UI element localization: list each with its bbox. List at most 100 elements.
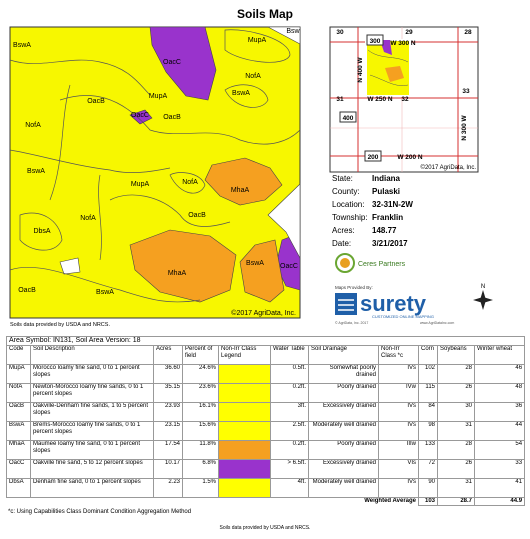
weighted-label: Weighted Average xyxy=(364,498,416,504)
field-info: State: Indiana County: Pulaski Location: 32-3… xyxy=(332,174,413,248)
cell: Brems-Morocco loamy fine sands, 0 to 1 p… xyxy=(30,421,154,441)
info-label: Date: xyxy=(332,239,351,248)
cell: 6.8% xyxy=(182,459,219,479)
soil-label: MhaA xyxy=(231,187,250,194)
cell: IVw xyxy=(378,383,419,403)
logo-ring xyxy=(335,253,355,273)
info-label: State: xyxy=(332,174,353,183)
agridata-url: www.AgriDataInc.com xyxy=(420,321,454,325)
soil-label: OacB xyxy=(188,212,206,219)
inset-boundary xyxy=(367,49,409,86)
ceres-name: Ceres Partners xyxy=(358,261,406,268)
legend-swatch xyxy=(218,421,271,441)
cell: IVs xyxy=(378,364,419,384)
legend-swatch xyxy=(218,383,271,403)
inset-label: W 250 N xyxy=(367,96,393,103)
cell: 46 xyxy=(473,364,526,384)
cell: Excessively drained xyxy=(308,402,379,422)
compass-north: N xyxy=(481,284,485,290)
legend-swatch xyxy=(218,459,271,479)
boundary xyxy=(98,174,102,261)
soil-label: BswA xyxy=(13,42,31,49)
cell: 31 xyxy=(437,478,475,498)
header-row: Code Soil Description Acres Percent of fiel… xyxy=(6,345,526,365)
map-source: Soils data provided by USDA and NRCS. xyxy=(10,322,110,328)
legend-swatch xyxy=(218,402,271,422)
cell: > 6.5ft. xyxy=(270,459,309,479)
inset-soil xyxy=(385,66,404,82)
soil-label: NofA xyxy=(80,215,96,222)
cell: OacB xyxy=(6,402,31,422)
surety-stripes xyxy=(338,299,354,311)
soil-oacc xyxy=(129,109,153,125)
inset-label: 29 xyxy=(405,29,413,36)
soil-mhaa xyxy=(239,239,285,303)
boundary xyxy=(224,29,291,63)
weighted-value: 44.9 xyxy=(473,497,526,506)
info-value: Pulaski xyxy=(372,187,400,196)
inset-label: 32 xyxy=(401,96,409,103)
cell: 54 xyxy=(473,440,526,460)
area-row: Area Symbol: IN131, Soil Area Version: 1… xyxy=(5,336,526,346)
inset-label: 400 xyxy=(343,115,354,122)
inset-label: 31 xyxy=(336,96,344,103)
boundary xyxy=(9,149,171,173)
column-header: Water Table xyxy=(270,345,309,365)
cell: NofA xyxy=(6,383,31,403)
soil-label: OacC xyxy=(280,263,298,270)
surety-tagline: CUSTOMIZED ONLINE MAPPING xyxy=(372,314,434,319)
weighted-value: 103 xyxy=(418,497,438,506)
cell: 0.5ft. xyxy=(270,364,309,384)
info-value: 148.77 xyxy=(372,226,397,235)
column-header: Corn xyxy=(418,345,438,365)
info-label: Township: xyxy=(332,213,368,222)
surety-logo: Maps Provided By: surety CUSTOMIZED ONLI… xyxy=(335,285,454,325)
soil-row: MupA Morocco loamy fine sand, 0 to 1 perc… xyxy=(6,364,526,384)
cell: Maumee loamy fine sand, 0 to 1 percent s… xyxy=(30,440,154,460)
cell: 26 xyxy=(437,383,475,403)
area-symbol: Area Symbol: IN131, Soil Area Version: 1… xyxy=(5,336,526,346)
weighted-value: 28.7 xyxy=(437,497,475,506)
cell: 72 xyxy=(418,459,438,479)
inset-label: W 300 N xyxy=(390,40,416,47)
non-soil-area xyxy=(267,26,301,45)
cell: 31 xyxy=(437,421,475,441)
cell: BswA xyxy=(6,421,31,441)
cell: Somewhat poorly drained xyxy=(308,364,379,384)
compass-rose xyxy=(473,290,493,310)
soil-row: OacB Oakville-Denham fine sands, 1 to 5 p… xyxy=(6,402,526,422)
boundary xyxy=(109,194,231,227)
inset-label: W 200 N xyxy=(397,154,423,161)
cell: 102 xyxy=(418,364,438,384)
surety-mark xyxy=(335,293,357,315)
soil-label: OacC xyxy=(131,112,149,119)
cell: 4ft. xyxy=(270,478,309,498)
cell: 23.93 xyxy=(153,402,183,422)
column-header: Non-Irr Class *c xyxy=(378,345,419,365)
cell: VIs xyxy=(378,459,419,479)
legend-swatch xyxy=(218,440,271,460)
soil-mhaa xyxy=(129,229,237,303)
column-header: Winter wheat xyxy=(473,345,526,365)
map-labels: BswA OacC MupA Bsw NofA BswA OacB MupA OacC OacB N… xyxy=(13,28,301,296)
title: Soils Map xyxy=(237,7,293,21)
road-shield xyxy=(364,150,382,162)
cell: 2.23 xyxy=(153,478,183,498)
info-value: 32-31N-2W xyxy=(372,200,413,209)
info-value: Franklin xyxy=(372,213,403,222)
cell: Poorly drained xyxy=(308,383,379,403)
boundary xyxy=(59,95,301,145)
inset-label: 200 xyxy=(368,154,379,161)
cell: Oakville-Denham fine sands, 1 to 5 perce… xyxy=(30,402,154,422)
soil-label: OacB xyxy=(18,287,36,294)
inset-label: 33 xyxy=(462,88,470,95)
agridata-copy: © AgriData, Inc. 2017 xyxy=(335,321,368,325)
boundary xyxy=(169,172,206,194)
cell: 115 xyxy=(418,383,438,403)
surety-name: surety xyxy=(360,291,427,316)
soil-label: BswA xyxy=(96,289,114,296)
cell: Excessively drained xyxy=(308,459,379,479)
boundary xyxy=(49,84,71,201)
cell: 133 xyxy=(418,440,438,460)
soil-label: BswA xyxy=(246,260,264,267)
